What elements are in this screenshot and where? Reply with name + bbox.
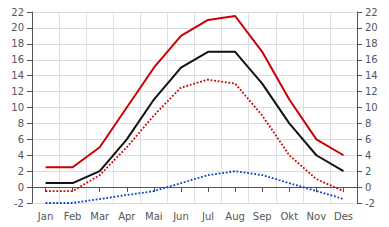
svg-text:16: 16 bbox=[365, 54, 378, 65]
svg-text:Jun: Jun bbox=[172, 211, 189, 222]
svg-text:2: 2 bbox=[365, 166, 371, 177]
svg-text:Aug: Aug bbox=[225, 211, 245, 222]
svg-text:22: 22 bbox=[365, 7, 378, 18]
svg-text:10: 10 bbox=[11, 102, 24, 113]
svg-text:12: 12 bbox=[365, 86, 378, 97]
svg-text:18: 18 bbox=[11, 38, 24, 49]
svg-text:0: 0 bbox=[365, 182, 371, 193]
svg-text:6: 6 bbox=[365, 134, 371, 145]
svg-text:Mar: Mar bbox=[90, 211, 110, 222]
svg-text:10: 10 bbox=[365, 102, 378, 113]
svg-text:Sep: Sep bbox=[253, 211, 272, 222]
svg-text:12: 12 bbox=[11, 86, 24, 97]
svg-text:4: 4 bbox=[18, 150, 24, 161]
svg-text:16: 16 bbox=[11, 54, 24, 65]
svg-text:-2: -2 bbox=[365, 198, 375, 209]
svg-text:4: 4 bbox=[365, 150, 371, 161]
svg-text:Apr: Apr bbox=[118, 211, 136, 222]
svg-text:0: 0 bbox=[18, 182, 24, 193]
svg-text:14: 14 bbox=[365, 70, 378, 81]
svg-text:Des: Des bbox=[334, 211, 353, 222]
svg-text:-2: -2 bbox=[14, 198, 24, 209]
svg-text:Jan: Jan bbox=[37, 211, 53, 222]
svg-text:8: 8 bbox=[18, 118, 24, 129]
svg-text:Okt: Okt bbox=[280, 211, 298, 222]
svg-text:20: 20 bbox=[365, 22, 378, 33]
svg-text:6: 6 bbox=[18, 134, 24, 145]
svg-text:22: 22 bbox=[11, 7, 24, 18]
svg-text:Mai: Mai bbox=[145, 211, 163, 222]
svg-text:Jul: Jul bbox=[201, 211, 214, 222]
svg-text:Nov: Nov bbox=[307, 211, 327, 222]
svg-text:20: 20 bbox=[11, 22, 24, 33]
svg-text:18: 18 bbox=[365, 38, 378, 49]
svg-text:8: 8 bbox=[365, 118, 371, 129]
svg-text:Feb: Feb bbox=[64, 211, 82, 222]
svg-text:14: 14 bbox=[11, 70, 24, 81]
svg-text:2: 2 bbox=[18, 166, 24, 177]
